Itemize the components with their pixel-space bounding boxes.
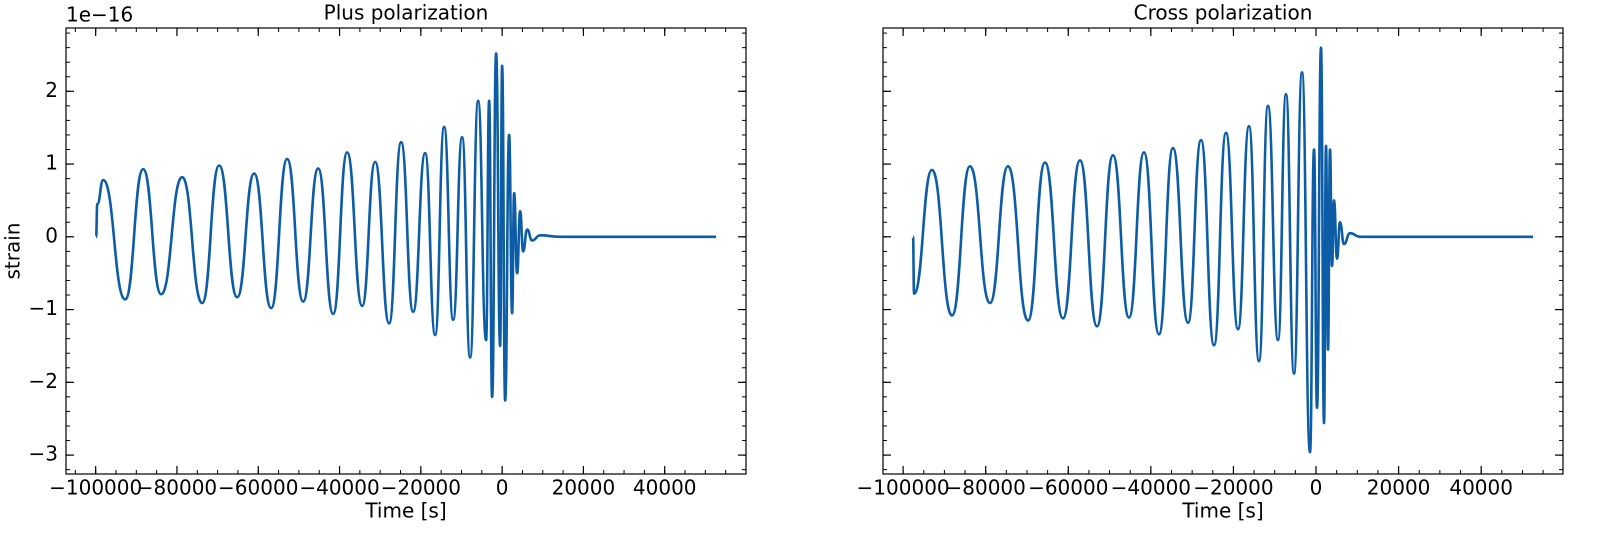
x-tick-label: −20000 [1193, 476, 1273, 500]
chart-title: Plus polarization [324, 1, 489, 25]
x-tick-label: −60000 [1028, 476, 1108, 500]
x-axis-label: Time [s] [364, 499, 446, 523]
y-axis-label: strain [1, 223, 25, 280]
y-tick-label: 1 [45, 151, 58, 175]
x-tick-label: −100000 [857, 476, 950, 500]
plot-frame [882, 27, 1564, 475]
y-tick-label: 2 [45, 78, 58, 102]
y-tick-label: −2 [29, 369, 58, 393]
x-tick-label: −60000 [218, 476, 298, 500]
x-tick-label: 40000 [1449, 476, 1513, 500]
x-axis-label: Time [s] [1181, 499, 1263, 523]
x-tick-label: −40000 [1111, 476, 1191, 500]
x-tick-label: −20000 [381, 476, 461, 500]
y-tick-label: −1 [29, 296, 58, 320]
x-tick-label: −40000 [299, 476, 379, 500]
x-tick-label: −100000 [49, 476, 142, 500]
x-tick-label: 0 [1310, 476, 1323, 500]
x-tick-label: −80000 [137, 476, 217, 500]
y-tick-label: −3 [29, 442, 58, 466]
offset-text: 1e−16 [66, 3, 133, 27]
x-tick-label: 0 [496, 476, 509, 500]
waveform-line [911, 46, 1534, 454]
plot-frame [65, 27, 747, 475]
x-tick-label: 20000 [1367, 476, 1431, 500]
x-tick-label: 40000 [633, 476, 697, 500]
x-tick-label: 20000 [552, 476, 616, 500]
chart-title: Cross polarization [1134, 1, 1313, 25]
y-tick-label: 0 [45, 223, 58, 247]
x-tick-label: −80000 [945, 476, 1025, 500]
waveform-line [94, 52, 717, 402]
